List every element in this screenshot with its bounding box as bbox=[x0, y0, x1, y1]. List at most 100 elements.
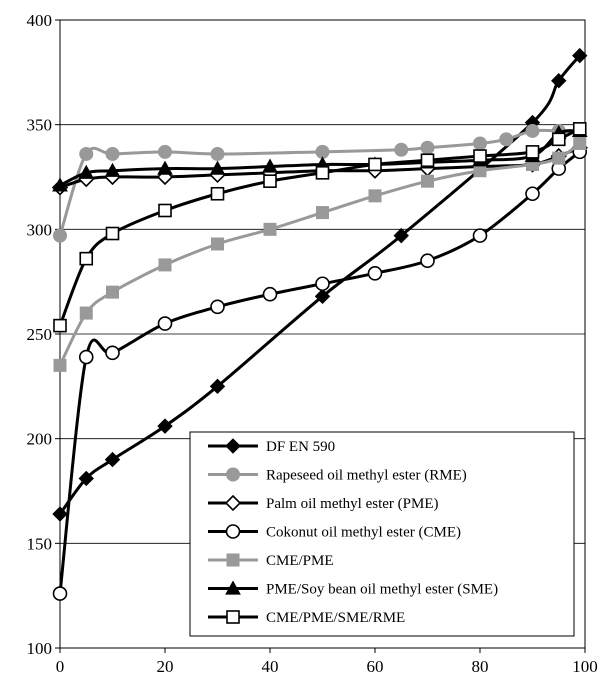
data-point bbox=[79, 251, 94, 266]
data-point bbox=[158, 144, 172, 159]
data-point bbox=[499, 132, 514, 147]
data-point bbox=[316, 206, 329, 220]
data-point bbox=[262, 286, 278, 302]
y-tick-label: 200 bbox=[27, 430, 53, 449]
data-point bbox=[525, 145, 540, 159]
data-point bbox=[157, 160, 173, 175]
data-point bbox=[525, 123, 540, 138]
data-point bbox=[420, 153, 435, 168]
data-point bbox=[106, 285, 119, 299]
series-1 bbox=[52, 47, 588, 522]
legend-marker bbox=[226, 553, 240, 567]
y-tick-label: 400 bbox=[27, 11, 53, 30]
y-tick-label: 250 bbox=[27, 325, 53, 344]
legend-label: Rapeseed oil methyl ester (RME) bbox=[266, 468, 467, 484]
legend: DF EN 590 Rapeseed oil methyl ester (RME)… bbox=[189, 431, 575, 637]
legend-entry: Cokonut oil methyl ester (CME) bbox=[208, 524, 461, 541]
y-tick-label: 100 bbox=[27, 639, 53, 658]
data-point bbox=[78, 164, 95, 179]
data-point bbox=[78, 349, 94, 365]
series-5 bbox=[53, 137, 587, 372]
x-tick-label: 20 bbox=[157, 657, 174, 676]
data-point bbox=[104, 162, 121, 177]
data-point bbox=[52, 586, 68, 601]
series-7 bbox=[53, 122, 587, 333]
x-tick-label: 80 bbox=[472, 657, 489, 676]
x-tick-label: 100 bbox=[572, 657, 598, 676]
data-point bbox=[262, 158, 278, 173]
legend-box bbox=[189, 431, 575, 637]
legend-label: Palm oil methyl ester (PME) bbox=[266, 496, 438, 512]
data-point bbox=[421, 174, 434, 188]
legend-entry: Rapeseed oil methyl ester (RME) bbox=[208, 467, 467, 484]
x-tick-label: 60 bbox=[367, 657, 384, 676]
legend-entry: DF EN 590 bbox=[208, 438, 335, 455]
legend-label: PME/Soy bean oil methyl ester (SME) bbox=[266, 582, 498, 598]
data-point bbox=[53, 358, 67, 372]
y-tick-label: 350 bbox=[27, 116, 53, 135]
data-point bbox=[52, 506, 68, 522]
data-point bbox=[525, 186, 540, 202]
data-point bbox=[210, 299, 225, 315]
data-point bbox=[315, 276, 330, 292]
series-4 bbox=[52, 144, 588, 601]
data-point bbox=[473, 164, 487, 178]
data-point bbox=[157, 418, 173, 434]
data-point bbox=[367, 265, 383, 281]
axes: 100 150 200 250 300 350 400 0 20 40 60 80 100 bbox=[27, 11, 598, 676]
data-point bbox=[572, 122, 587, 136]
data-point bbox=[209, 378, 226, 395]
data-point bbox=[473, 149, 487, 163]
data-point bbox=[53, 228, 67, 243]
legend-label: CME/PME bbox=[266, 553, 334, 569]
legend-entry: PME/Soy bean oil methyl ester (SME) bbox=[208, 580, 498, 598]
legend-marker bbox=[225, 438, 241, 454]
data-point bbox=[368, 157, 382, 172]
legend-label: Cokonut oil methyl ester (CME) bbox=[266, 525, 461, 541]
data-point bbox=[209, 160, 226, 175]
data-point bbox=[52, 177, 68, 192]
data-point bbox=[104, 451, 121, 468]
data-point bbox=[263, 174, 277, 188]
legend-entry: Palm oil methyl ester (PME) bbox=[208, 494, 438, 512]
data-point bbox=[573, 137, 587, 151]
data-point bbox=[551, 132, 566, 147]
x-tick-label: 0 bbox=[56, 657, 65, 676]
legend-marker bbox=[226, 610, 240, 624]
data-point bbox=[263, 222, 277, 236]
legend-marker bbox=[224, 494, 242, 512]
x-tick-label: 40 bbox=[262, 657, 279, 676]
data-point bbox=[105, 345, 120, 361]
legend-entry: CME/PME bbox=[208, 553, 334, 569]
data-point bbox=[472, 228, 488, 243]
data-point bbox=[211, 237, 224, 251]
data-point bbox=[393, 227, 409, 244]
data-point bbox=[105, 226, 120, 241]
data-point bbox=[78, 470, 94, 487]
data-point bbox=[551, 72, 567, 89]
data-point bbox=[210, 146, 225, 161]
series-line bbox=[58, 54, 582, 516]
legend-entry: CME/PME/SME/RME bbox=[208, 610, 405, 626]
data-point bbox=[158, 203, 172, 218]
data-point bbox=[314, 288, 331, 305]
data-point bbox=[368, 189, 382, 203]
data-point bbox=[79, 146, 94, 161]
legend-label: DF EN 590 bbox=[266, 439, 335, 455]
data-point bbox=[420, 253, 435, 269]
data-point bbox=[572, 47, 588, 64]
data-point bbox=[53, 318, 67, 333]
data-point bbox=[420, 140, 435, 155]
legend-label: CME/PME/SME/RME bbox=[266, 610, 405, 626]
series-2 bbox=[53, 123, 587, 243]
data-point bbox=[552, 151, 566, 165]
data-point bbox=[473, 136, 487, 151]
data-point bbox=[158, 258, 172, 272]
y-tick-label: 150 bbox=[27, 534, 53, 553]
data-point bbox=[394, 142, 409, 157]
y-tick-label: 300 bbox=[27, 220, 53, 239]
data-point bbox=[105, 146, 120, 161]
legend-marker bbox=[225, 524, 241, 539]
